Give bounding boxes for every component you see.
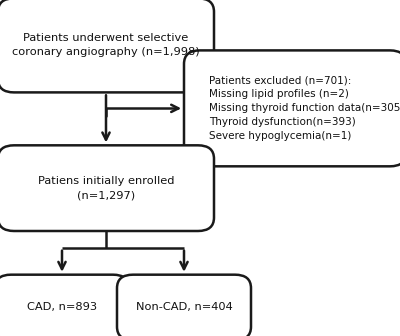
Text: Patients underwent selective
coronary angiography (n=1,998): Patients underwent selective coronary an…: [12, 33, 200, 57]
Text: Patiens initially enrolled
(n=1,297): Patiens initially enrolled (n=1,297): [38, 176, 174, 200]
FancyBboxPatch shape: [184, 50, 400, 166]
FancyBboxPatch shape: [0, 0, 214, 92]
Text: Patients excluded (n=701):
Missing lipid profiles (n=2)
Missing thyroid function: Patients excluded (n=701): Missing lipid…: [209, 75, 400, 141]
FancyBboxPatch shape: [0, 145, 214, 231]
Text: CAD, n=893: CAD, n=893: [27, 302, 97, 312]
FancyBboxPatch shape: [0, 275, 129, 336]
Text: Non-CAD, n=404: Non-CAD, n=404: [136, 302, 232, 312]
FancyBboxPatch shape: [117, 275, 251, 336]
